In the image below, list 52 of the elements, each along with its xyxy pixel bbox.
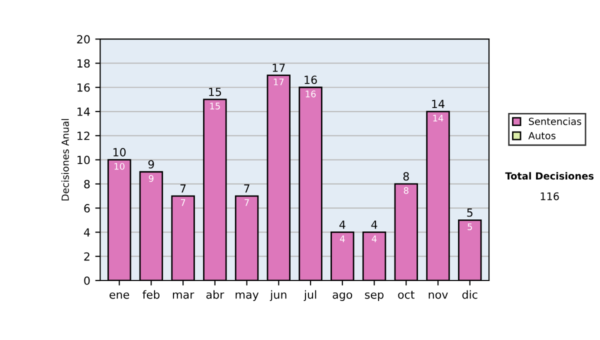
x-tick-label: jul [304, 290, 316, 301]
x-tick-label: abr [206, 290, 224, 299]
data-label: 8 [404, 187, 408, 194]
data-label: 10 [114, 162, 124, 170]
data-label: 5 [468, 223, 472, 230]
text: 116 [540, 192, 559, 200]
y-tick-label: 0 [84, 276, 90, 285]
x-tick-label: oct [398, 290, 415, 299]
x-tick-label: nov [428, 292, 448, 299]
y-tick-label: 16 [78, 83, 90, 92]
y-tick-label: 18 [78, 59, 90, 68]
data-label: 16 [306, 90, 316, 98]
x-tick-label: dic [462, 290, 478, 299]
y-tick-label: 4 [84, 228, 90, 236]
total-label: 9 [148, 160, 154, 169]
data-label: 15 [210, 102, 220, 110]
total-label: 4 [339, 220, 346, 229]
x-tick-label: feb [142, 290, 160, 299]
x-tick-label: may [236, 292, 259, 301]
data-label: 14 [433, 114, 444, 122]
legend-label: Sentencias [528, 118, 582, 126]
x-tick-label: mar [172, 292, 194, 299]
y-tick-label: 6 [84, 204, 90, 212]
data-label: 7 [244, 199, 249, 206]
y-tick-label: 2 [84, 252, 90, 261]
data-label: 4 [340, 236, 345, 242]
x-tick-label: jun [270, 290, 286, 301]
data-label: 7 [180, 199, 186, 206]
y-axis-title: Decisiones Anual [61, 119, 69, 200]
text: Total Decisiones [505, 172, 594, 180]
total-label: 14 [432, 100, 444, 108]
x-tick-label: ago [332, 292, 352, 301]
total-label: 16 [304, 76, 317, 84]
data-label: 4 [372, 236, 377, 242]
total-label: 17 [272, 64, 285, 72]
y-tick-label: 8 [84, 180, 90, 188]
y-tick-label: 14 [78, 108, 90, 116]
total-label: 5 [467, 208, 472, 217]
y-tick-label: 12 [78, 132, 90, 140]
y-tick-label: 20 [77, 35, 90, 44]
total-label: 7 [244, 184, 250, 192]
total-label: 4 [371, 220, 378, 229]
total-label: 8 [403, 172, 409, 181]
y-tick-label: 10 [78, 156, 90, 164]
x-tick-label: ene [110, 292, 130, 299]
x-tick-label: sep [365, 292, 384, 301]
data-label: 17 [274, 78, 284, 86]
total-label: 10 [113, 148, 126, 156]
total-label: 15 [209, 88, 222, 96]
legend-label: Autos [528, 132, 556, 140]
data-label: 9 [148, 175, 154, 182]
total-label: 7 [180, 184, 186, 192]
